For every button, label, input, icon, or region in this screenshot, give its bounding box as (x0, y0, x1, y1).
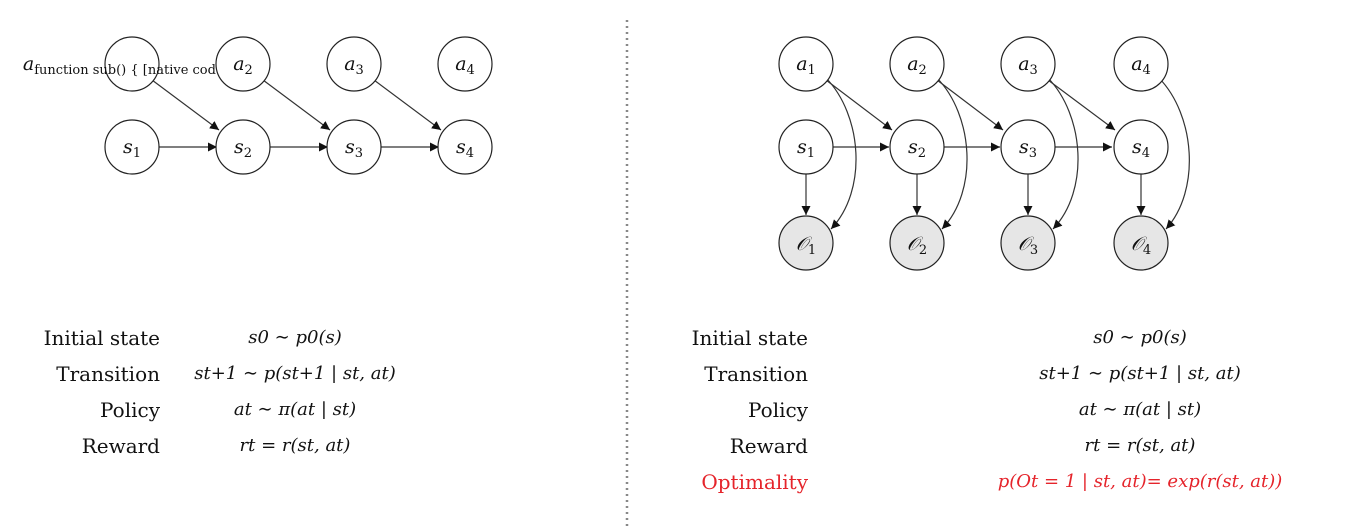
right-formula-policy: at ∼ π(at | st) (1078, 399, 1202, 420)
right-node-s2: s2 (889, 119, 945, 175)
right-row-optimality: Optimality p(Ot = 1 | st, at)= exp(r(st,… (640, 464, 1282, 500)
right-node-a2: a2 (889, 36, 945, 92)
right-formula-initial: s0 ∼ p0(s) (1093, 327, 1187, 348)
left-row-initial: Initial state s0 ∼ p0(s) (0, 320, 342, 356)
left-formula-policy: at ∼ π(at | st) (233, 399, 357, 420)
left-row-transition: Transition st+1 ∼ p(st+1 | st, at) (0, 356, 395, 392)
left-label-initial: Initial state (43, 326, 160, 350)
right-formula-reward: rt = r(st, at) (1084, 435, 1196, 456)
left-formula-transition: st+1 ∼ p(st+1 | st, at) (194, 363, 396, 384)
right-row-reward: Reward rt = r(st, at) (640, 428, 1196, 464)
right-node-a3: a3 (1000, 36, 1056, 92)
right-label-optimality: Optimality (701, 470, 808, 494)
right-node-a4: a4 (1113, 36, 1169, 92)
right-node-O3: 𝒪3 (1000, 215, 1056, 271)
right-label-initial: Initial state (691, 326, 808, 350)
left-row-reward: Reward rt = r(st, at) (0, 428, 351, 464)
svg-text:afunction sub() { [native code: afunction sub() { [native code] } (23, 53, 241, 78)
right-label-reward: Reward (729, 434, 808, 458)
right-label-policy: Policy (748, 398, 808, 422)
right-node-s4: s4 (1113, 119, 1169, 175)
right-equations-table: Initial state s0 ∼ p0(s) Transition st+1… (640, 320, 1283, 500)
left-label-policy: Policy (100, 398, 160, 422)
left-label-reward: Reward (81, 434, 160, 458)
right-node-O2: 𝒪2 (889, 215, 945, 271)
left-equations-table: Initial state s0 ∼ p0(s) Transition st+1… (0, 320, 396, 464)
left-row-policy: Policy at ∼ π(at | st) (0, 392, 356, 428)
left-node-s1: s1 (104, 119, 160, 175)
right-node-s3: s3 (1000, 119, 1056, 175)
right-edges (801, 77, 1190, 230)
left-node-a3: a3 (326, 36, 382, 92)
left-formula-initial: s0 ∼ p0(s) (248, 327, 342, 348)
right-formula-optimality: p(Ot = 1 | st, at)= exp(r(st, at)) (997, 471, 1283, 492)
left-node-s4: s4 (437, 119, 493, 175)
right-node-s1: s1 (778, 119, 834, 175)
left-node-s3: s3 (326, 119, 382, 175)
right-node-a1: a1 (778, 36, 834, 92)
right-label-transition: Transition (704, 362, 808, 386)
left-node-a1: afunction sub() { [native code] } (23, 36, 241, 92)
left-node-a2: a2 (215, 36, 271, 92)
right-node-O1: 𝒪1 (778, 215, 834, 271)
left-edges (151, 79, 442, 152)
left-label-transition: Transition (56, 362, 160, 386)
left-node-a4: a4 (437, 36, 493, 92)
left-formula-reward: rt = r(st, at) (239, 435, 351, 456)
right-node-O4: 𝒪4 (1113, 215, 1169, 271)
right-row-policy: Policy at ∼ π(at | st) (640, 392, 1201, 428)
right-formula-transition: st+1 ∼ p(st+1 | st, at) (1039, 363, 1241, 384)
right-row-initial: Initial state s0 ∼ p0(s) (640, 320, 1187, 356)
right-row-transition: Transition st+1 ∼ p(st+1 | st, at) (640, 356, 1240, 392)
left-node-s2: s2 (215, 119, 271, 175)
